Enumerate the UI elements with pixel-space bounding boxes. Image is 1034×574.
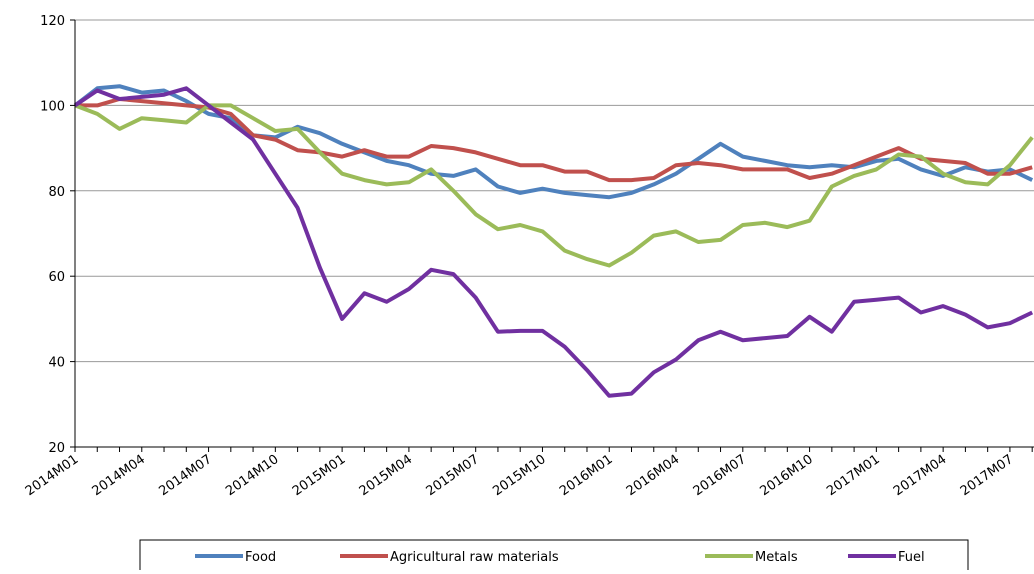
plot-area [73,84,1034,398]
series-line [75,97,1033,183]
y-tick-label: 120 [40,14,65,29]
series-line [73,86,1034,398]
series-line [73,84,1034,200]
y-tick-label: 80 [48,185,65,200]
x-tick-label: 2017M07 [958,452,1016,499]
y-tick-label: 60 [48,270,65,285]
legend-label: Agricultural raw materials [390,550,559,565]
x-tick-label: 2016M01 [557,452,615,499]
x-tick-label: 2014M01 [23,452,81,499]
x-tick-label: 2015M01 [290,452,348,499]
x-tick-label: 2016M07 [691,452,749,499]
x-tick-label: 2015M10 [490,452,548,499]
legend: Food Agricultural raw materials Metals Fuel [195,550,925,565]
x-tick-label: 2016M10 [757,452,815,499]
y-tick-label: 100 [40,99,65,114]
y-tick-label: 20 [48,441,65,456]
legend-label: Fuel [898,550,925,565]
x-tick-label: 2015M07 [424,452,482,499]
legend-box [139,539,969,573]
legend-label: Metals [755,550,798,565]
x-tick-label: 2014M04 [90,452,148,499]
x-tick-label: 2015M04 [357,452,415,499]
x-tick-label: 2014M07 [156,452,214,499]
y-tick-label: 40 [48,356,65,371]
axes: 20 40 60 80 100 120 2014M01 2014M04 2014M07 2014M… [23,14,1034,499]
x-tick-label: 2016M04 [624,452,682,499]
series-line [74,103,1034,268]
x-tick-label: 2014M10 [223,452,281,499]
x-tick-label: 2017M04 [891,452,949,499]
x-tick-label: 2017M01 [824,452,882,499]
legend-label: Food [245,550,276,565]
